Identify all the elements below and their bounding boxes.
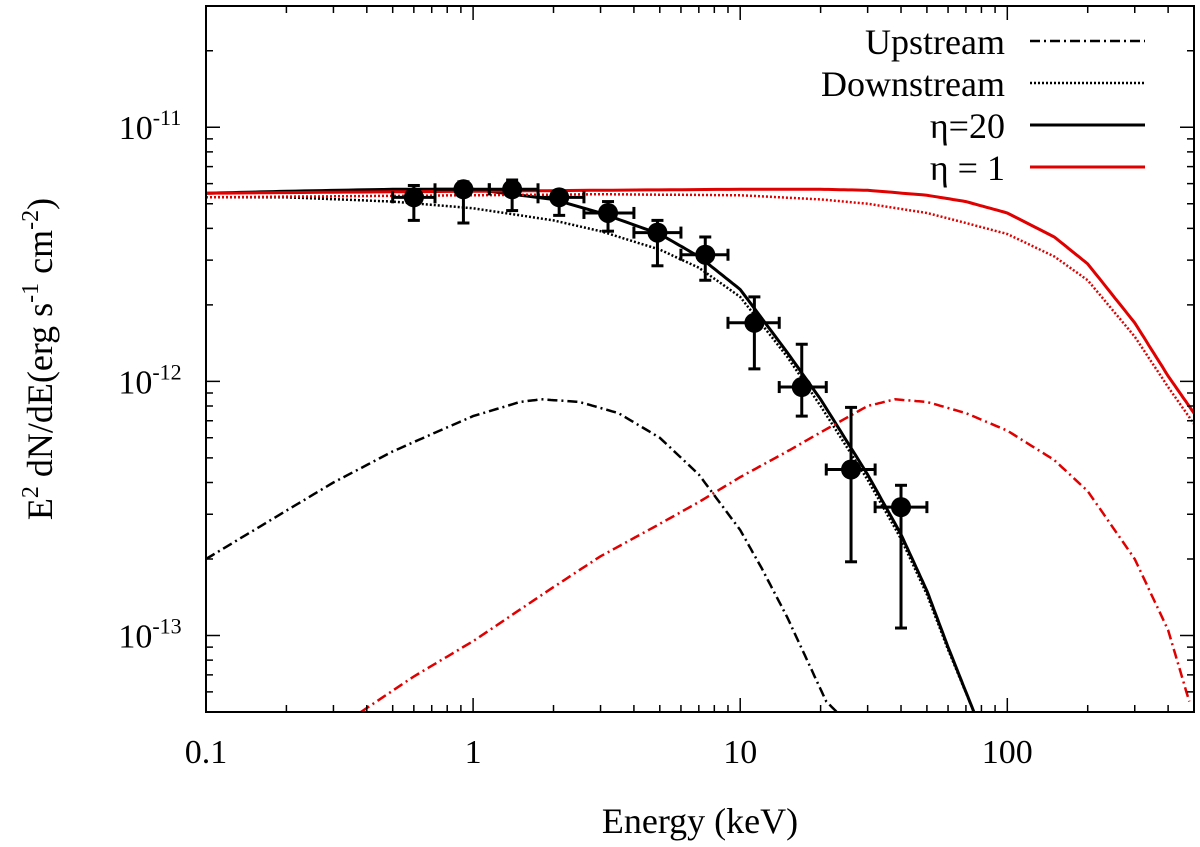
data-marker — [549, 187, 570, 208]
data-marker — [841, 459, 862, 480]
y-tick-label: 10-12 — [118, 359, 181, 401]
data-point-4 — [582, 200, 636, 233]
data-marker — [598, 202, 619, 223]
y-tick-exponent: -13 — [152, 614, 181, 639]
y-label-mid: dN/dE(erg s — [20, 303, 60, 486]
y-tick-base: 10 — [118, 619, 152, 656]
y-label-supm2: -2 — [18, 210, 44, 230]
y-tick-exponent: -11 — [153, 105, 182, 130]
data-marker — [453, 179, 474, 200]
y-tick-label: 10-11 — [119, 105, 182, 147]
y-tick-base: 10 — [118, 364, 152, 401]
legend-label-eta1: η = 1 — [930, 148, 1005, 188]
plot-frame — [205, 5, 1195, 713]
x-tick-label: 1 — [465, 734, 482, 771]
data-point-10 — [873, 483, 929, 630]
data-point-6 — [679, 235, 730, 282]
series-line-5 — [360, 398, 1191, 712]
data-point-9 — [824, 405, 877, 564]
data-point-7 — [726, 295, 781, 371]
y-tick-base: 10 — [119, 110, 153, 147]
data-point-8 — [777, 342, 828, 418]
x-tick-label: 0.1 — [185, 734, 228, 771]
y-axis-label: E2 dN/dE(erg s-1 cm-2) — [18, 198, 60, 520]
series-line-4 — [206, 192, 1194, 425]
y-label-sup2: 2 — [18, 486, 44, 498]
data-marker — [695, 244, 716, 265]
y-label-e: E — [20, 498, 60, 520]
data-point-3 — [536, 187, 586, 217]
data-point-1 — [433, 179, 491, 225]
x-tick-label: 10 — [723, 734, 757, 771]
legend: Upstream Downstream η=20 η = 1 — [821, 22, 1145, 188]
series-line-1 — [206, 196, 976, 712]
data-marker — [791, 377, 812, 398]
legend-label-eta20: η=20 — [930, 106, 1005, 146]
y-tick-exponent: -12 — [152, 359, 181, 384]
svg-text:E2 dN/dE(erg s-1 cm-2): E2 dN/dE(erg s-1 cm-2) — [18, 198, 60, 520]
data-marker — [891, 497, 912, 518]
ticks-layer — [205, 5, 1195, 713]
x-tick-label: 100 — [982, 734, 1033, 771]
data-point-5 — [632, 218, 683, 268]
data-marker — [744, 312, 765, 333]
series-line-2 — [206, 398, 838, 712]
data-points-layer — [391, 178, 929, 630]
legend-label-downstream: Downstream — [821, 64, 1005, 104]
x-axis-label: Energy (keV) — [602, 801, 798, 841]
series-line-3 — [206, 187, 1194, 414]
data-marker — [403, 187, 424, 208]
series-layer — [206, 187, 1194, 712]
data-marker — [647, 222, 668, 243]
y-label-close: ) — [20, 198, 60, 210]
series-line-0 — [206, 187, 976, 712]
legend-label-upstream: Upstream — [865, 22, 1005, 62]
y-label-cm: cm — [20, 230, 60, 283]
data-marker — [502, 179, 523, 200]
y-tick-label: 10-13 — [118, 614, 181, 656]
y-label-supm1: -1 — [18, 283, 44, 303]
